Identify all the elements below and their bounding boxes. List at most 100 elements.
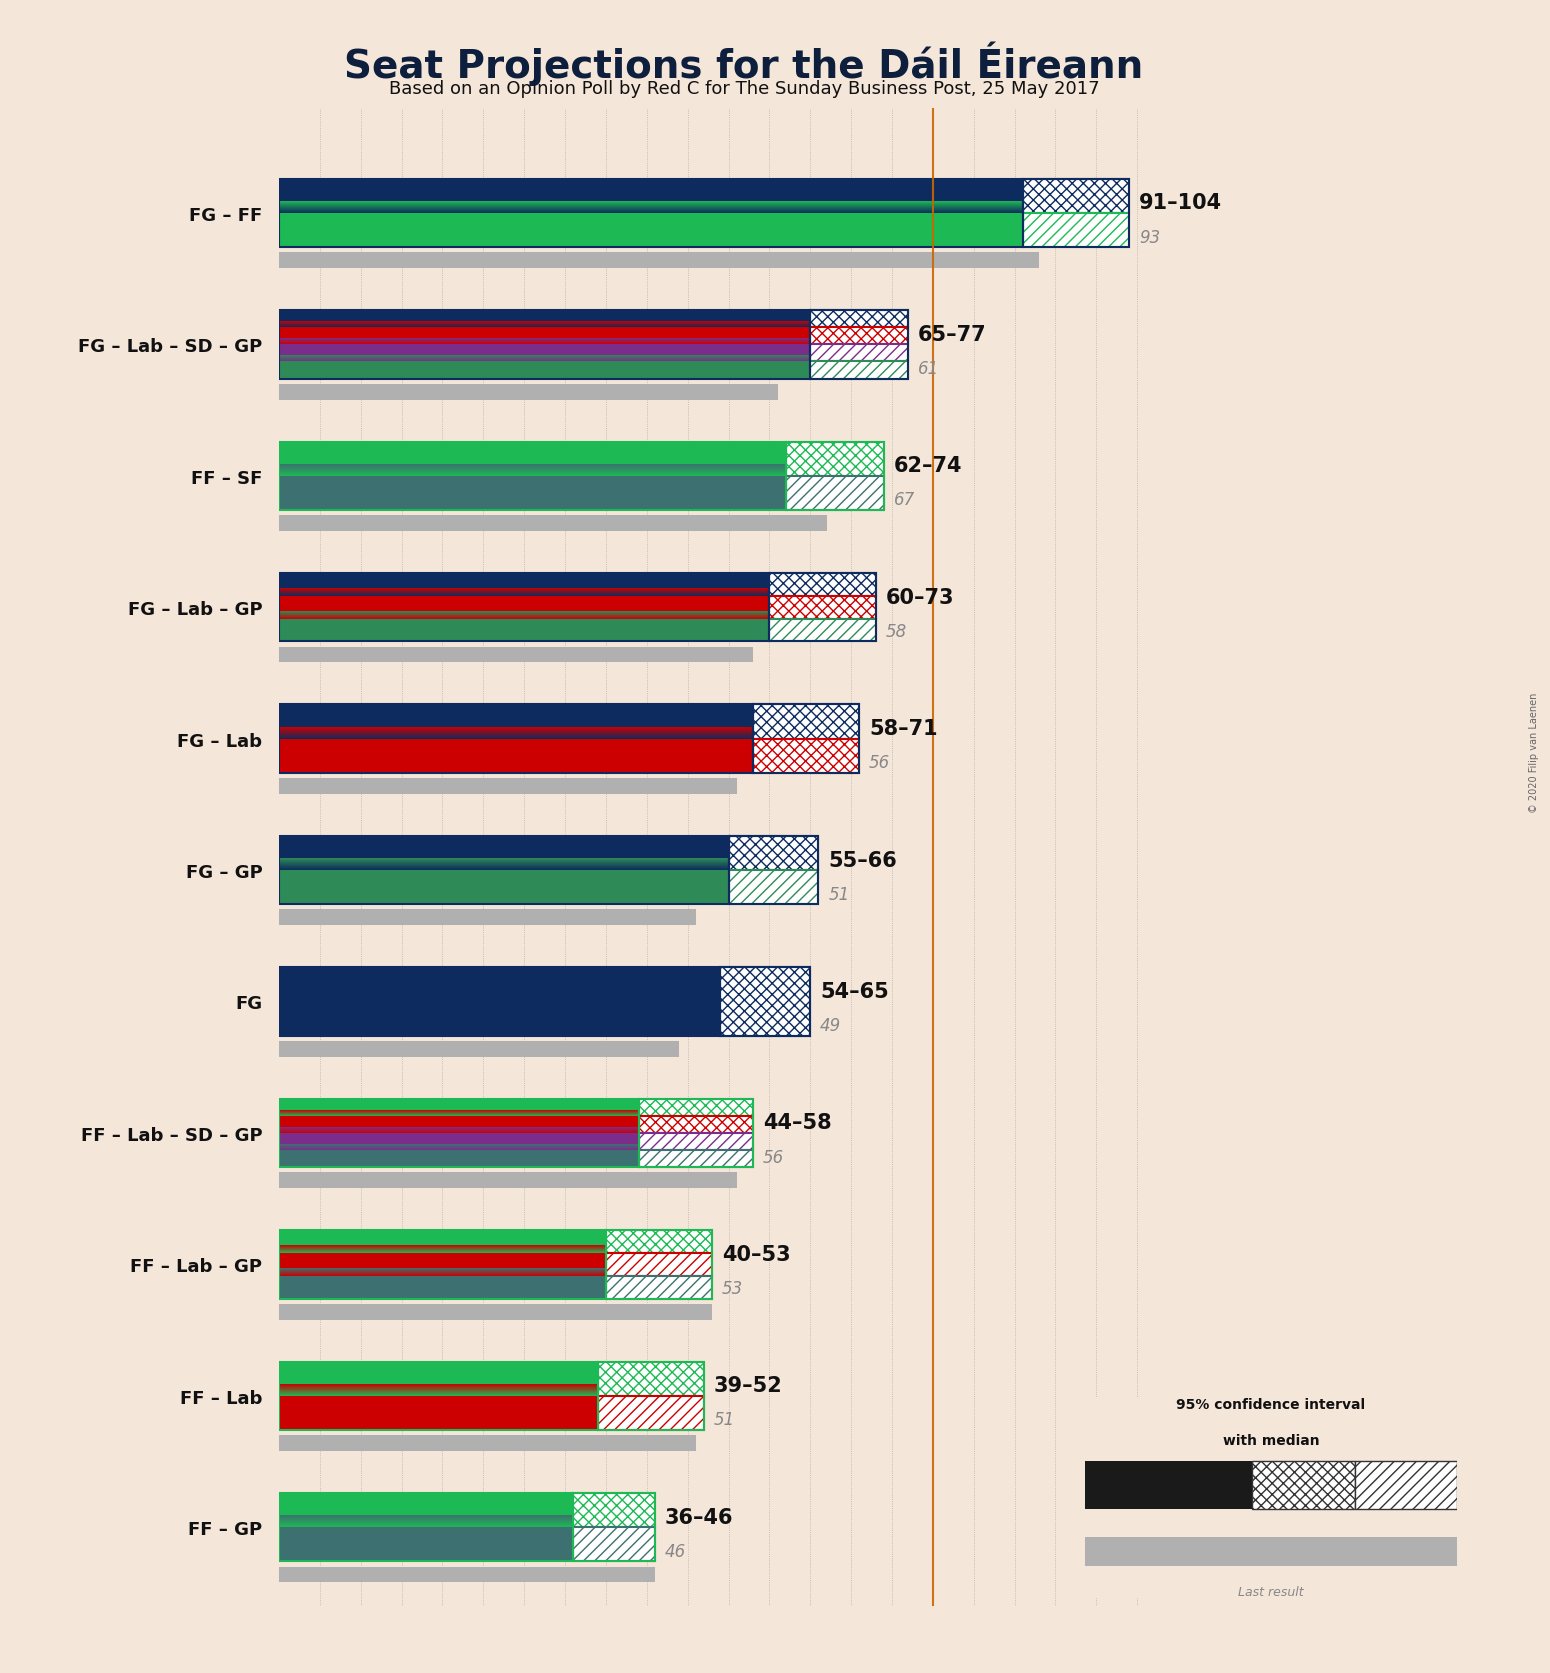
- Bar: [598, 1362, 704, 1395]
- Text: 40–53: 40–53: [722, 1245, 790, 1265]
- Text: 53: 53: [722, 1280, 742, 1297]
- Bar: [279, 1566, 656, 1583]
- Bar: [279, 442, 786, 510]
- Bar: [811, 311, 908, 380]
- Bar: [279, 1303, 711, 1320]
- Text: 93: 93: [1139, 229, 1159, 246]
- Bar: [753, 704, 859, 739]
- Text: 39–52: 39–52: [715, 1375, 783, 1395]
- Text: 51: 51: [828, 885, 849, 903]
- Bar: [1023, 179, 1128, 248]
- Bar: [574, 1492, 656, 1527]
- Bar: [598, 1362, 704, 1430]
- Text: 56: 56: [763, 1148, 784, 1166]
- Text: 58–71: 58–71: [870, 719, 938, 739]
- Bar: [279, 1099, 639, 1168]
- Bar: [279, 253, 1038, 269]
- Bar: [639, 1133, 753, 1151]
- Bar: [279, 345, 811, 363]
- Bar: [639, 1099, 753, 1168]
- Bar: [721, 967, 811, 1036]
- Bar: [769, 619, 876, 642]
- Text: 61: 61: [918, 360, 939, 378]
- Bar: [1355, 1461, 1457, 1509]
- Bar: [279, 739, 753, 773]
- Bar: [279, 477, 786, 510]
- Bar: [279, 597, 769, 619]
- Bar: [279, 179, 1023, 214]
- Bar: [279, 704, 753, 739]
- Bar: [598, 1395, 704, 1430]
- Bar: [811, 345, 908, 363]
- Bar: [279, 836, 728, 905]
- Bar: [786, 442, 884, 477]
- Bar: [279, 870, 728, 905]
- Text: Last result: Last result: [1238, 1584, 1304, 1598]
- Bar: [279, 1133, 639, 1151]
- Text: Seat Projections for the Dáil Éireann: Seat Projections for the Dáil Éireann: [344, 42, 1144, 87]
- Bar: [811, 328, 908, 345]
- Bar: [279, 836, 728, 870]
- Bar: [279, 1173, 736, 1188]
- Bar: [1023, 214, 1128, 248]
- Text: 58: 58: [885, 622, 907, 641]
- Bar: [279, 214, 1023, 248]
- Bar: [279, 574, 769, 642]
- Bar: [769, 597, 876, 619]
- Bar: [574, 1492, 656, 1561]
- Bar: [721, 967, 811, 1036]
- Bar: [811, 311, 908, 328]
- Bar: [769, 574, 876, 597]
- Bar: [279, 1492, 574, 1561]
- Bar: [279, 647, 753, 663]
- Text: 46: 46: [665, 1543, 687, 1559]
- Bar: [279, 1527, 574, 1561]
- Bar: [1085, 1537, 1457, 1566]
- Text: with median: with median: [1223, 1434, 1319, 1447]
- Bar: [639, 1116, 753, 1133]
- Text: 65–77: 65–77: [918, 325, 987, 345]
- Bar: [606, 1276, 711, 1298]
- Bar: [279, 778, 736, 795]
- Bar: [279, 967, 721, 1036]
- Bar: [279, 1362, 598, 1430]
- Text: 36–46: 36–46: [665, 1507, 733, 1527]
- Bar: [606, 1230, 711, 1253]
- Bar: [786, 477, 884, 510]
- Text: 54–65: 54–65: [820, 982, 888, 1002]
- Bar: [279, 704, 753, 773]
- Bar: [279, 1099, 639, 1116]
- Bar: [606, 1253, 711, 1276]
- Text: 62–74: 62–74: [894, 457, 963, 477]
- Bar: [279, 1395, 598, 1430]
- Bar: [279, 1230, 606, 1298]
- Bar: [279, 1276, 606, 1298]
- Bar: [1085, 1461, 1252, 1509]
- Text: © 2020 Filip van Laenen: © 2020 Filip van Laenen: [1530, 693, 1539, 813]
- Bar: [786, 442, 884, 510]
- Bar: [279, 385, 778, 400]
- Bar: [279, 1116, 639, 1133]
- Text: 91–104: 91–104: [1139, 194, 1221, 214]
- Bar: [279, 179, 1023, 248]
- Text: 60–73: 60–73: [885, 587, 953, 607]
- Bar: [279, 363, 811, 380]
- Bar: [279, 967, 721, 1036]
- Bar: [639, 1151, 753, 1168]
- Bar: [1023, 179, 1128, 214]
- Bar: [279, 574, 769, 597]
- Text: 44–58: 44–58: [763, 1113, 831, 1133]
- Bar: [769, 574, 876, 642]
- Bar: [279, 442, 786, 477]
- Bar: [279, 1435, 696, 1450]
- Bar: [753, 739, 859, 773]
- Bar: [574, 1527, 656, 1561]
- Bar: [279, 910, 696, 925]
- Bar: [728, 836, 818, 905]
- Bar: [279, 1492, 574, 1527]
- Bar: [606, 1230, 711, 1298]
- Text: Based on an Opinion Poll by Red C for The Sunday Business Post, 25 May 2017: Based on an Opinion Poll by Red C for Th…: [389, 80, 1099, 99]
- Bar: [279, 311, 811, 380]
- Bar: [279, 1151, 639, 1168]
- Bar: [279, 1041, 679, 1057]
